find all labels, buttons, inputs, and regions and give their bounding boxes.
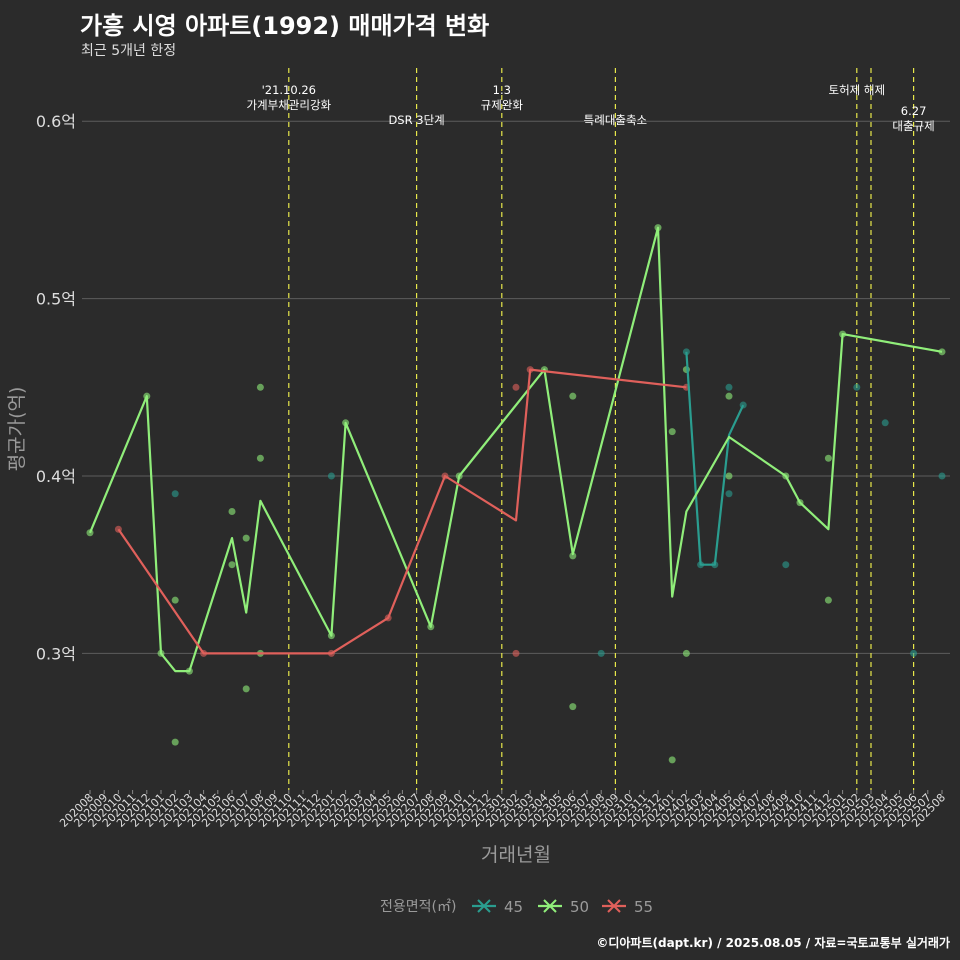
data-point-45 xyxy=(725,490,733,498)
series-line-55 xyxy=(117,368,687,655)
legend-key-mark xyxy=(607,899,621,913)
y-tick-label: 0.3억 xyxy=(36,644,76,663)
data-point-50 xyxy=(171,596,179,604)
data-point-50 xyxy=(938,348,946,356)
data-point-50 xyxy=(256,454,264,462)
data-point-55 xyxy=(512,649,520,657)
source-caption: ©디아파트(dapt.kr) / 2025.08.05 / 자료=국토교통부 실… xyxy=(596,936,950,950)
data-point-50 xyxy=(569,552,577,560)
annotation-label: 가계부채관리강화 xyxy=(246,98,331,112)
annotation-label: DSR 3단계 xyxy=(388,113,444,127)
y-tick-label: 0.4억 xyxy=(36,467,76,486)
legend-label: 45 xyxy=(504,898,523,916)
annotation-label: '21.10.26 xyxy=(262,83,316,97)
data-point-50 xyxy=(824,596,832,604)
data-point-55 xyxy=(512,383,520,391)
annotation-label: 6.27 xyxy=(901,104,927,118)
x-axis-title: 거래년월 xyxy=(481,844,551,866)
annotation-label: 1.3 xyxy=(493,83,511,97)
data-point-45 xyxy=(881,419,889,427)
chart-subtitle: 최근 5개년 한정 xyxy=(81,43,177,59)
legend-title: 전용면적(㎡) xyxy=(380,899,456,915)
data-point-50 xyxy=(668,756,676,764)
y-axis-title: 평균가(억) xyxy=(6,387,28,472)
data-point-50 xyxy=(569,703,577,711)
legend-key-mark xyxy=(543,899,557,913)
y-tick-label: 0.6억 xyxy=(36,112,76,131)
legend-label: 50 xyxy=(570,898,589,916)
data-point-45 xyxy=(327,472,335,480)
data-point-45 xyxy=(853,383,861,391)
annotation-label: 토허제 해제 xyxy=(829,83,886,97)
data-point-45 xyxy=(171,490,179,498)
data-point-45 xyxy=(782,561,790,569)
data-point-50 xyxy=(824,454,832,462)
data-point-50 xyxy=(668,428,676,436)
data-point-50 xyxy=(256,383,264,391)
annotation-label: 특례대출축소 xyxy=(584,113,647,127)
data-point-50 xyxy=(569,392,577,400)
data-point-50 xyxy=(242,534,250,542)
data-point-50 xyxy=(682,649,690,657)
chart-title: 가흥 시영 아파트(1992) 매매가격 변화 xyxy=(80,12,490,40)
data-point-45 xyxy=(725,383,733,391)
data-point-50 xyxy=(171,738,179,746)
legend-key-mark xyxy=(477,899,491,913)
data-point-45 xyxy=(910,649,918,657)
legend-label: 55 xyxy=(634,898,653,916)
data-point-50 xyxy=(725,472,733,480)
data-point-45 xyxy=(597,649,605,657)
data-point-45 xyxy=(938,472,946,480)
data-point-50 xyxy=(228,507,236,515)
series-line-50 xyxy=(88,226,943,673)
data-point-50 xyxy=(242,685,250,693)
data-point-50 xyxy=(725,392,733,400)
annotation-label: 대출규제 xyxy=(892,119,934,133)
data-point-50 xyxy=(228,561,236,569)
annotation-label: 규제완화 xyxy=(481,98,524,112)
series-line-45 xyxy=(685,351,745,566)
y-tick-label: 0.5억 xyxy=(36,290,76,309)
